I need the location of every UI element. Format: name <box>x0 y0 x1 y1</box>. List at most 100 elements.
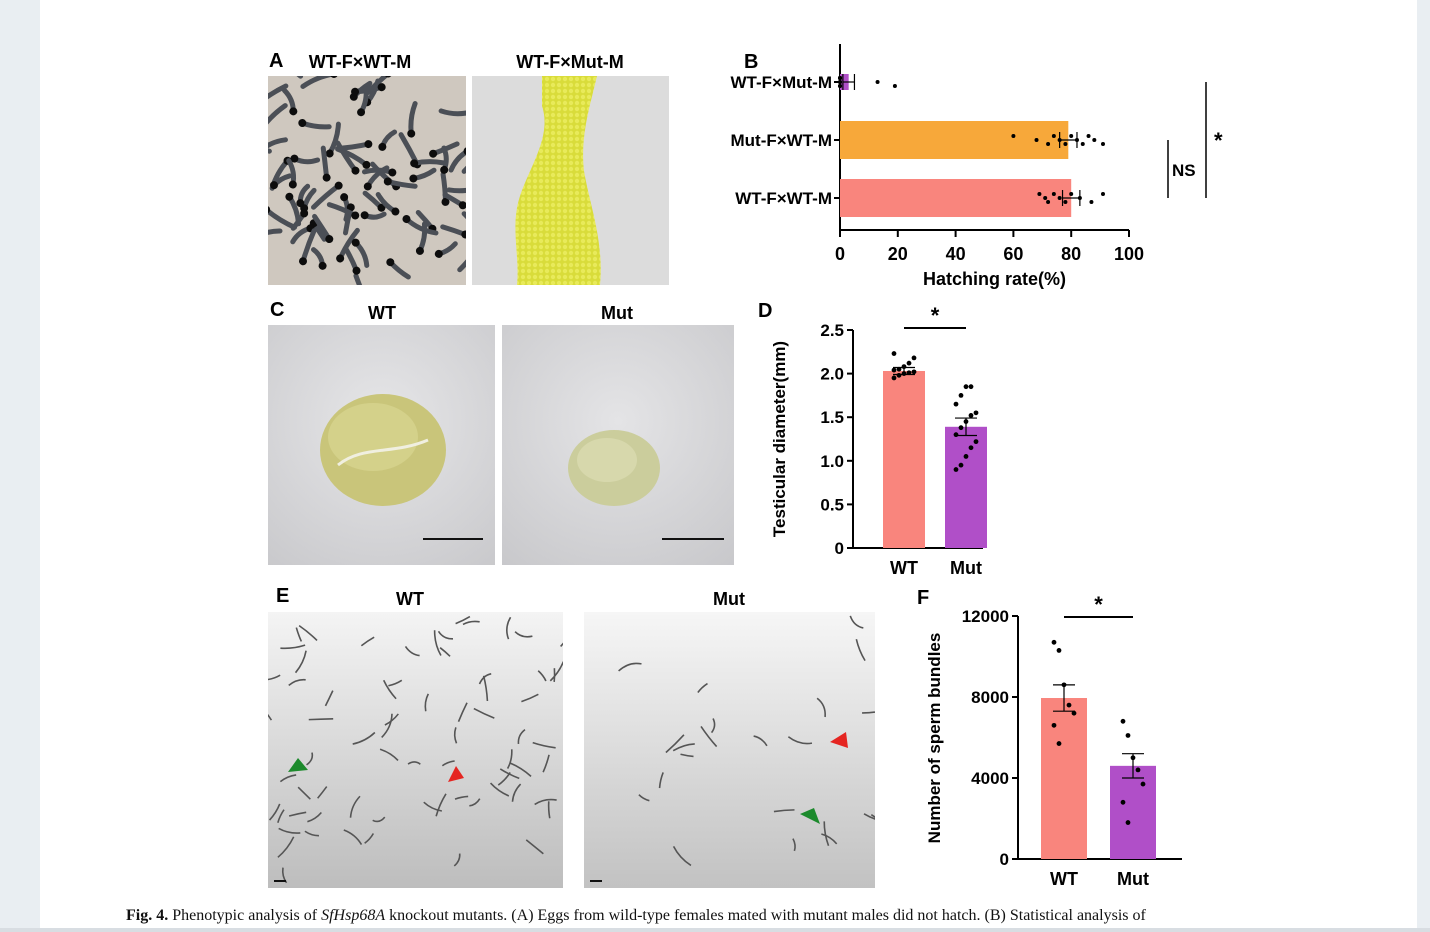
red-arrow-icon <box>830 732 848 748</box>
larva-shape <box>268 228 283 241</box>
larva-shape <box>353 273 368 285</box>
chart-b-data-point <box>1034 138 1039 142</box>
larvae-illustration <box>268 76 466 285</box>
chart-b-bar <box>840 121 1069 159</box>
chart-b-data-point <box>1051 192 1056 196</box>
sperm-bundle-shape <box>658 772 664 789</box>
chart-b-data-point <box>1092 138 1097 142</box>
wt-testis-illustration <box>320 394 483 540</box>
chart-b-data-point <box>1100 192 1105 196</box>
chart-b-data-point <box>1063 142 1068 146</box>
chart-d-data-point <box>891 367 897 373</box>
larva-shape <box>375 192 400 216</box>
sperm-bundle-shape <box>324 690 334 707</box>
larva-shape <box>320 145 331 182</box>
sperm-bundle-shape <box>308 718 334 721</box>
sperm-bundle-shape <box>478 673 492 685</box>
sperm-bundle-shape <box>672 743 695 752</box>
chart-b-x-axis-label: Hatching rate(%) <box>923 269 1066 289</box>
chart-b-data-point <box>1051 134 1056 138</box>
sperm-bundle-shape <box>849 615 864 629</box>
sperm-bundle-shape <box>298 624 318 641</box>
document-page: A WT-F×WT-M WT-F×Mut-M B WT-F×Mut-M Mut-F×… <box>40 0 1417 932</box>
sperm-bundle-shape <box>435 793 447 817</box>
sperm-bundle-shape <box>521 693 539 703</box>
chart-d-data-point <box>968 445 974 451</box>
chart-b-x-tick-label: 0 <box>835 244 845 264</box>
chart-b-data-point <box>838 84 842 88</box>
chart-d-data-point <box>891 351 897 356</box>
chart-f-data-point <box>1125 820 1131 825</box>
mut-testis-illustration <box>568 430 724 540</box>
sperm-bundle-shape <box>870 814 875 831</box>
larva-shape <box>402 215 439 236</box>
chart-d-data-point <box>896 372 902 378</box>
sperm-bundle-shape <box>381 713 393 738</box>
sperm-bundle-shape <box>455 615 471 625</box>
sperm-bundle-shape <box>453 727 458 744</box>
chart-d-data-point <box>968 384 974 390</box>
chart-d-bar <box>945 426 987 548</box>
sperm-bundle-shape <box>821 833 838 845</box>
larva-shape <box>298 119 332 130</box>
sperm-bundle-shape <box>307 811 322 823</box>
sperm-bundle-shape <box>618 662 642 672</box>
photo-unhatched-eggs <box>472 76 669 285</box>
green-arrow-icon <box>288 758 308 772</box>
sperm-bundle-shape <box>823 821 830 847</box>
larva-shape <box>360 211 387 220</box>
chart-f-category-label: WT <box>1050 869 1078 889</box>
sperm-bundle-shape <box>454 795 469 800</box>
larva-shape <box>290 154 321 165</box>
chart-d-y-tick-label: 0.5 <box>820 495 844 514</box>
photo-wt-sperm-bundles <box>268 612 563 888</box>
chart-d-data-point <box>953 401 959 407</box>
sperm-bundle-shape <box>424 693 430 712</box>
sperm-bundle-shape <box>506 749 513 769</box>
sperm-bundle-shape <box>462 620 480 626</box>
photo-mut-sperm-bundles <box>584 612 875 888</box>
sperm-bundle-shape <box>862 708 875 714</box>
sperm-bundle-shape <box>672 846 692 867</box>
chart-d-data-point <box>906 360 912 366</box>
chart-d-y-axis-label: Testicular diameter(mm) <box>770 341 789 537</box>
chart-b-ns-label: NS <box>1172 161 1196 180</box>
sperm-bundle-shape <box>549 661 563 682</box>
chart-b-data-point <box>1080 142 1085 146</box>
panel-c-letter: C <box>270 299 285 321</box>
chart-d-y-tick-label: 0 <box>835 539 844 558</box>
sperm-bundle-shape <box>288 678 306 687</box>
chart-f-bar <box>1041 698 1087 859</box>
larva-shape <box>268 137 288 155</box>
sperm-bundle-shape <box>360 636 375 647</box>
chart-b-data-point <box>1057 138 1062 142</box>
chart-d-y-tick-label: 1.5 <box>820 408 844 427</box>
sperm-bundle-shape <box>349 795 361 818</box>
larva-shape <box>326 202 360 220</box>
sperm-bundle-shape <box>542 754 550 773</box>
chart-f-y-tick-label: 0 <box>1000 850 1009 869</box>
chart-d-data-point <box>901 364 907 370</box>
sperm-bundle-shape <box>364 833 375 844</box>
larva-shape <box>461 211 466 240</box>
sperm-bundle-shape <box>509 762 532 777</box>
chart-f-data-point <box>1051 722 1057 728</box>
sperm-bundle-shape <box>423 801 442 812</box>
chart-b-star-label: * <box>1214 128 1223 153</box>
larva-shape <box>296 183 311 208</box>
sperm-bundle-shape <box>700 725 718 748</box>
sperm-bundle-shape <box>534 798 557 806</box>
chart-b-x-tick-label: 40 <box>946 244 966 264</box>
sperm-bundle-shape <box>379 748 399 762</box>
chart-f-data-point <box>1051 639 1057 645</box>
larva-shape <box>440 171 450 206</box>
larva-shape <box>351 84 378 96</box>
larva-shape <box>312 213 334 244</box>
larva-shape <box>407 101 418 138</box>
chart-d-y-tick-label: 2.0 <box>820 365 844 384</box>
caption-text-after: knockout mutants. (A) Eggs from wild-typ… <box>385 907 1146 924</box>
larva-shape <box>362 190 386 212</box>
sperm-bundle-shape <box>382 679 397 700</box>
chart-b-data-point <box>838 76 842 80</box>
sperm-bundle-shape <box>407 761 421 765</box>
